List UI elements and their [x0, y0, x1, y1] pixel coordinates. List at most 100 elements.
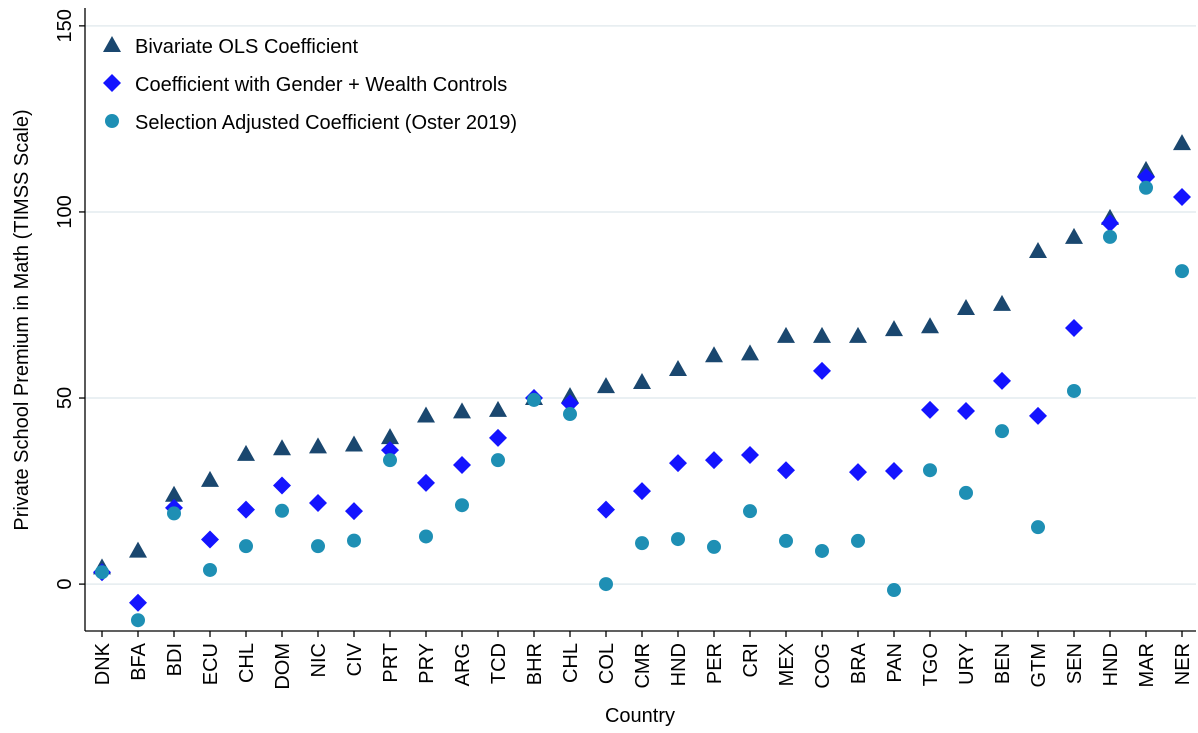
circle-marker	[347, 533, 361, 548]
circle-marker	[383, 453, 397, 468]
triangle-marker	[633, 373, 651, 390]
x-tick-label: TCD	[488, 643, 510, 684]
circle-marker	[779, 533, 793, 548]
diamond-marker	[1029, 406, 1047, 425]
diamond-marker	[885, 461, 903, 480]
x-tick-label: DOM	[272, 643, 294, 690]
circle-marker	[671, 532, 685, 547]
circle-marker	[275, 503, 289, 518]
triangle-marker	[669, 359, 687, 376]
y-axis-title: Private School Premium in Math (TIMSS Sc…	[11, 109, 33, 530]
diamond-marker	[921, 400, 939, 419]
triangle-marker	[849, 326, 867, 343]
diamond-marker	[597, 500, 615, 519]
diamond-marker	[345, 502, 363, 521]
diamond-marker	[849, 463, 867, 482]
diamond-marker	[741, 445, 759, 464]
y-tick-label: 50	[54, 387, 76, 409]
x-tick-label: SEN	[1064, 643, 1086, 684]
circle-marker	[527, 392, 541, 407]
x-tick-label: ECU	[200, 643, 222, 685]
triangle-marker	[1065, 227, 1083, 244]
legend-marker	[105, 114, 119, 128]
triangle-marker	[885, 320, 903, 337]
legend-label: Coefficient with Gender + Wealth Control…	[135, 74, 507, 96]
triangle-marker	[1029, 242, 1047, 259]
triangle-marker	[705, 346, 723, 363]
triangle-marker	[237, 444, 255, 461]
circle-marker	[1067, 383, 1081, 398]
triangle-marker	[489, 400, 507, 417]
circle-marker	[1139, 180, 1153, 195]
circle-marker	[923, 463, 937, 478]
y-tick-label: 100	[54, 195, 76, 228]
diamond-marker	[777, 461, 795, 480]
triangle-marker	[813, 326, 831, 343]
x-tick-label: MEX	[776, 643, 798, 686]
circle-marker	[599, 577, 613, 592]
x-tick-label: NER	[1172, 643, 1194, 685]
circle-marker	[311, 539, 325, 554]
circle-marker	[203, 562, 217, 577]
diamond-marker	[993, 371, 1011, 390]
diamond-marker	[669, 454, 687, 473]
x-tick-label: GTM	[1028, 643, 1050, 687]
x-tick-label: MAR	[1136, 643, 1158, 687]
circle-marker	[419, 529, 433, 544]
diamond-marker	[561, 394, 579, 413]
x-tick-label: BRA	[848, 642, 870, 684]
x-tick-label: COL	[596, 643, 618, 684]
y-tick-label: 150	[54, 9, 76, 42]
x-tick-label: CHL	[560, 643, 582, 683]
triangle-marker	[165, 485, 183, 502]
diamond-marker	[1137, 167, 1155, 186]
diamond-marker	[1173, 188, 1191, 207]
x-tick-label: TGO	[920, 643, 942, 686]
x-tick-label: CRI	[740, 643, 762, 677]
diamond-marker	[489, 428, 507, 447]
diamond-marker	[705, 451, 723, 470]
diamond-marker	[1065, 319, 1083, 338]
x-tick-label: PAN	[884, 643, 906, 683]
triangle-marker	[921, 317, 939, 334]
x-tick-label: HND	[1100, 643, 1122, 686]
circle-marker	[95, 565, 109, 580]
circle-marker	[563, 407, 577, 422]
x-tick-label: PRT	[380, 643, 402, 683]
triangle-marker	[381, 428, 399, 445]
diamond-marker	[453, 456, 471, 475]
triangle-marker	[1173, 134, 1191, 151]
circle-marker	[743, 504, 757, 519]
triangle-marker	[957, 298, 975, 315]
x-tick-label: CHL	[236, 643, 258, 683]
x-tick-label: HND	[668, 643, 690, 686]
diamond-marker	[813, 361, 831, 380]
triangle-marker	[309, 437, 327, 454]
x-tick-label: URY	[956, 643, 978, 685]
diamond-marker	[633, 482, 651, 501]
x-tick-label: BDI	[164, 643, 186, 676]
diamond-marker	[309, 493, 327, 512]
diamond-marker	[273, 476, 291, 495]
circle-marker	[131, 613, 145, 628]
circle-marker	[1175, 264, 1189, 279]
circle-marker	[959, 485, 973, 500]
diamond-marker	[381, 441, 399, 460]
circle-marker	[1031, 520, 1045, 535]
x-tick-label: PER	[704, 643, 726, 684]
triangle-marker	[741, 344, 759, 361]
circle-marker	[455, 498, 469, 513]
circle-marker	[851, 533, 865, 548]
circle-marker	[707, 539, 721, 554]
x-tick-label: BHR	[524, 643, 546, 685]
y-tick-label: 0	[54, 579, 76, 590]
triangle-marker	[453, 402, 471, 419]
x-tick-label: CMR	[632, 643, 654, 689]
triangle-marker	[777, 326, 795, 343]
triangle-marker	[417, 406, 435, 423]
x-tick-label: COG	[812, 643, 834, 689]
triangle-marker	[597, 377, 615, 394]
diamond-marker	[1101, 214, 1119, 233]
